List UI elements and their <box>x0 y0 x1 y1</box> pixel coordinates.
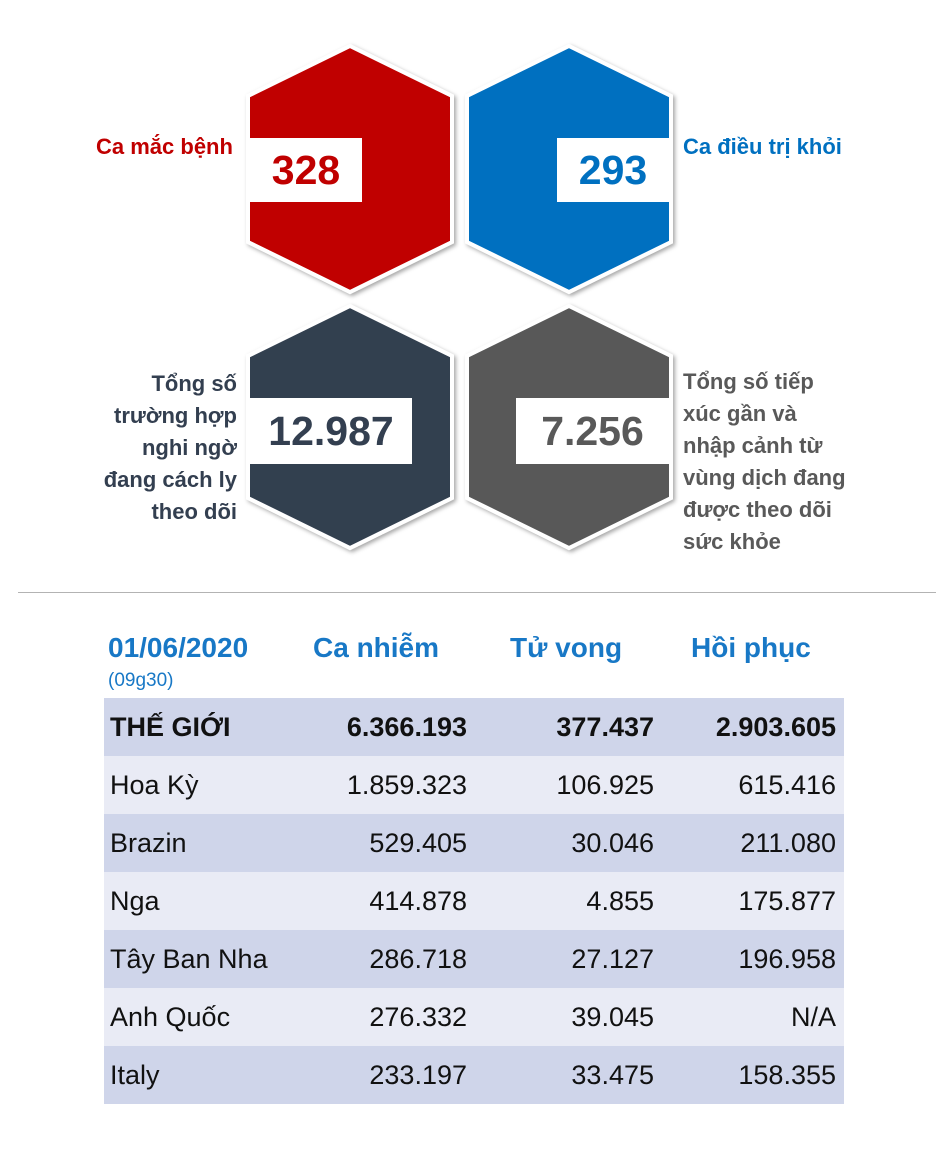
country-cell: Brazin <box>104 814 316 872</box>
recovered-cell: 158.355 <box>654 1046 844 1104</box>
infected-cell: 286.718 <box>316 930 467 988</box>
monitored-label-line: sức khỏe <box>683 529 781 554</box>
monitored-label-line: được theo dõi <box>683 497 832 522</box>
country-cell: Anh Quốc <box>104 988 316 1046</box>
header-recovered: Hồi phục <box>691 632 811 663</box>
monitored-label: Tổng số tiếp xúc gần và nhập cảnh từ vùn… <box>683 366 923 558</box>
deaths-cell: 377.437 <box>467 698 654 756</box>
recovered-cell: 615.416 <box>654 756 844 814</box>
monitored-label-line: nhập cảnh từ <box>683 433 823 458</box>
time-subheader: (09g30) <box>108 670 174 691</box>
infected-cell: 233.197 <box>316 1046 467 1104</box>
cases-value: 328 <box>250 138 362 202</box>
country-cell: THẾ GIỚI <box>104 698 316 756</box>
quarantine-value: 12.987 <box>250 398 412 464</box>
monitored-label-line: vùng dịch đang <box>683 465 846 490</box>
country-cell: Tây Ban Nha <box>104 930 316 988</box>
quarantine-label-line: theo dõi <box>151 499 237 524</box>
quarantine-label-line: trường hợp <box>114 403 237 428</box>
recovered-cell: N/A <box>654 988 844 1046</box>
recovered-cell: 175.877 <box>654 872 844 930</box>
deaths-cell: 39.045 <box>467 988 654 1046</box>
table-row: Brazin 529.405 30.046 211.080 <box>104 814 844 872</box>
recovered-cell: 211.080 <box>654 814 844 872</box>
deaths-cell: 30.046 <box>467 814 654 872</box>
infected-cell: 276.332 <box>316 988 467 1046</box>
table-row: THẾ GIỚI 6.366.193 377.437 2.903.605 <box>104 698 844 756</box>
world-stats-table: THẾ GIỚI 6.366.193 377.437 2.903.605 Hoa… <box>104 698 844 1104</box>
deaths-cell: 4.855 <box>467 872 654 930</box>
monitored-label-line: xúc gần và <box>683 401 797 426</box>
quarantine-label-line: đang cách ly <box>103 467 237 492</box>
table-row: Italy 233.197 33.475 158.355 <box>104 1046 844 1104</box>
header-infected: Ca nhiễm <box>313 632 440 663</box>
cases-label: Ca mắc bệnh <box>96 134 233 159</box>
quarantine-label-line: Tổng số <box>151 371 237 396</box>
infected-cell: 6.366.193 <box>316 698 467 756</box>
deaths-cell: 106.925 <box>467 756 654 814</box>
country-cell: Nga <box>104 872 316 930</box>
monitored-label-line: Tổng số tiếp <box>683 369 814 394</box>
monitored-value: 7.256 <box>516 398 669 464</box>
header-deaths: Tử vong <box>510 632 623 663</box>
recovered-label: Ca điều trị khỏi <box>683 134 842 159</box>
recovered-value: 293 <box>557 138 669 202</box>
deaths-cell: 27.127 <box>467 930 654 988</box>
table-row: Tây Ban Nha 286.718 27.127 196.958 <box>104 930 844 988</box>
section-divider <box>18 592 936 593</box>
table-row: Nga 414.878 4.855 175.877 <box>104 872 844 930</box>
infected-cell: 414.878 <box>316 872 467 930</box>
table-row: Anh Quốc 276.332 39.045 N/A <box>104 988 844 1046</box>
date-header: 01/06/2020 <box>108 632 249 663</box>
quarantine-label-line: nghi ngờ <box>141 435 237 460</box>
recovered-cell: 2.903.605 <box>654 698 844 756</box>
country-cell: Italy <box>104 1046 316 1104</box>
infected-cell: 1.859.323 <box>316 756 467 814</box>
infected-cell: 529.405 <box>316 814 467 872</box>
country-cell: Hoa Kỳ <box>104 756 316 814</box>
quarantine-label: Tổng số trường hợp nghi ngờ đang cách ly… <box>60 368 237 528</box>
table-row: Hoa Kỳ 1.859.323 106.925 615.416 <box>104 756 844 814</box>
deaths-cell: 33.475 <box>467 1046 654 1104</box>
recovered-cell: 196.958 <box>654 930 844 988</box>
